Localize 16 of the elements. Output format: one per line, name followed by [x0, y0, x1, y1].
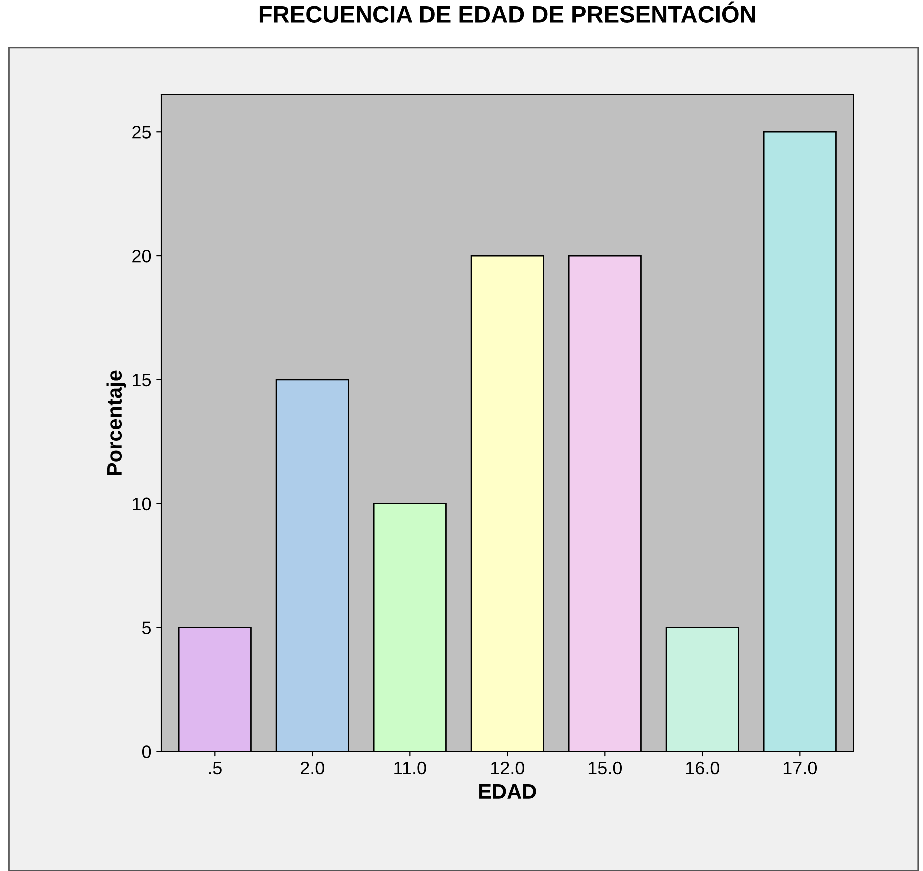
x-tick-label: 16.0 [686, 762, 720, 775]
y-tick-label: 10 [133, 498, 152, 511]
x-axis-title: EDAD [480, 784, 536, 799]
x-tick-label: 2.0 [301, 762, 324, 775]
y-tick-label: 5 [142, 622, 152, 634]
x-tick-label: 17.0 [784, 762, 818, 775]
x-tick-label: 11.0 [394, 762, 426, 775]
y-tick-label: 15 [133, 374, 152, 387]
x-tick-label: 12.0 [491, 762, 525, 775]
x-tick-label: .5 [209, 762, 222, 775]
y-axis-title: Porcentaje [106, 370, 126, 476]
chart-title: FRECUENCIA DE EDAD DE PRESENTACIÓN [260, 2, 756, 23]
y-tick-label: 25 [132, 126, 152, 139]
y-tick-label: 20 [132, 250, 152, 263]
y-tick-label: 0 [142, 746, 152, 758]
x-tick-label: 15.0 [588, 762, 622, 775]
